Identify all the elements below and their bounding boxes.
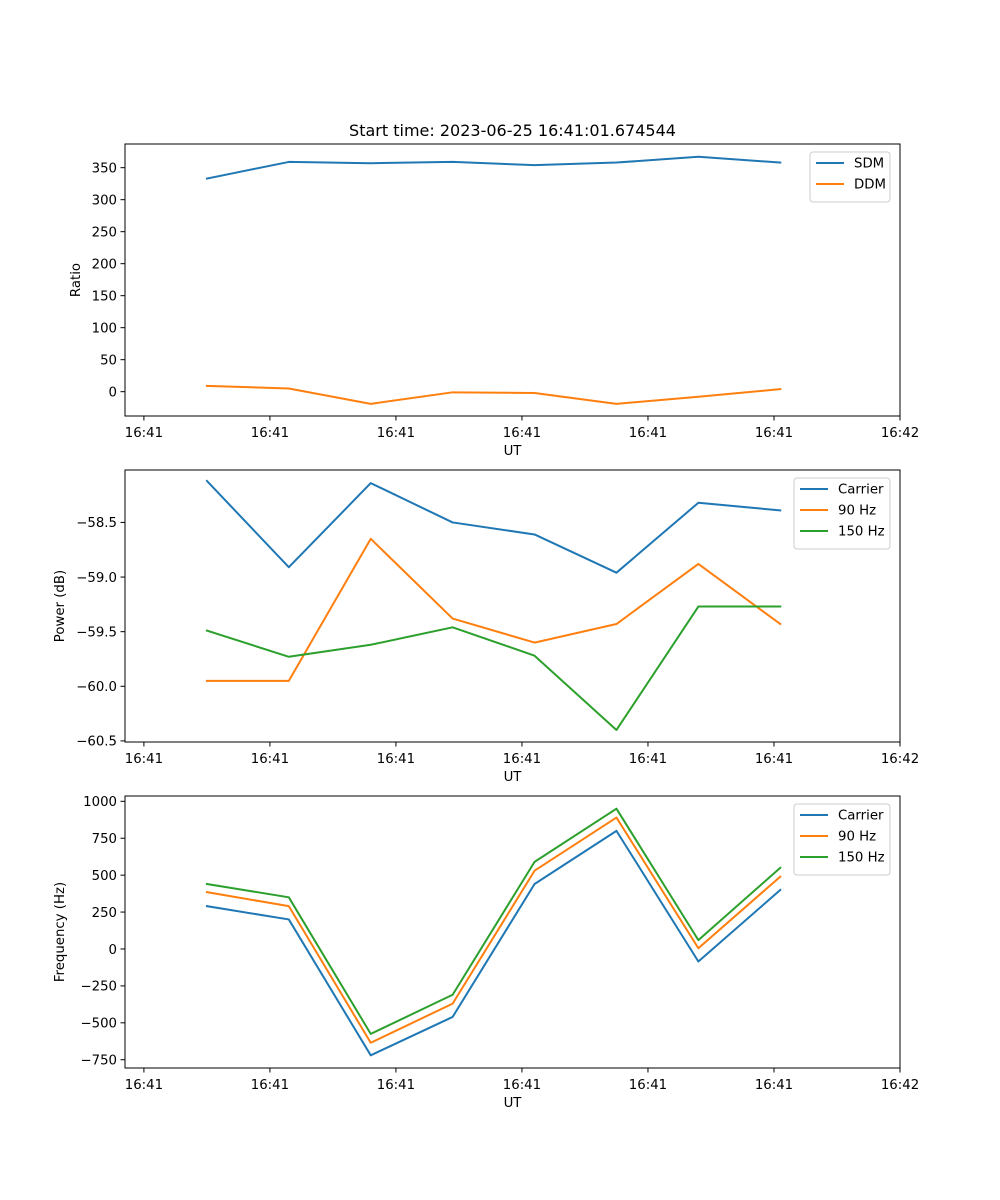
x-tick-label: 16:41 — [251, 426, 289, 441]
x-axis-label: UT — [504, 444, 523, 459]
legend-label: Carrier — [838, 483, 884, 498]
plot-frame — [124, 469, 901, 743]
series-line-sdm — [205, 155, 782, 180]
chart-panel-2: 16:41 16:41 16:41 16:41 16:41 16:41 16:42 −60.5… — [53, 469, 919, 785]
legend-label: 90 Hz — [838, 830, 876, 845]
x-tick-label: 16:42 — [881, 426, 919, 441]
series-line-carrier — [205, 829, 782, 1057]
y-tick-label: 300 — [92, 193, 117, 208]
x-tick-label: 16:42 — [881, 752, 919, 767]
y-tick-label: −58.5 — [76, 516, 117, 531]
y-axis-label: Power (dB) — [53, 570, 68, 642]
legend-label: 150 Hz — [838, 525, 885, 540]
legend-label: Carrier — [838, 809, 884, 824]
series-line-ddm — [205, 384, 782, 405]
x-tick-label: 16:41 — [755, 1078, 793, 1093]
x-tick-label: 16:41 — [629, 426, 667, 441]
y-axis-label: Ratio — [69, 263, 84, 297]
y-tick-label: −750 — [80, 1054, 117, 1069]
chart-panels: 16:41 16:41 16:41 16:41 16:41 16:41 16:42 0 50 10… — [53, 143, 919, 1111]
y-tick-label: 50 — [100, 353, 117, 368]
series-line-150-hz — [205, 807, 782, 1035]
figure-title: Start time: 2023-06-25 16:41:01.674544 — [349, 121, 676, 140]
x-tick-label: 16:41 — [377, 752, 415, 767]
x-tick-label: 16:41 — [251, 1078, 289, 1093]
chart-panel-1: 16:41 16:41 16:41 16:41 16:41 16:41 16:42 0 50 10… — [69, 143, 919, 459]
y-axis-label: Frequency (Hz) — [53, 882, 68, 982]
x-tick-label: 16:41 — [755, 426, 793, 441]
y-tick-label: −60.5 — [76, 735, 117, 750]
legend-label: DDM — [854, 178, 886, 193]
y-tick-label: −250 — [80, 980, 117, 995]
y-tick-label: 0 — [109, 943, 117, 958]
y-tick-label: −60.0 — [76, 680, 117, 695]
legend: Carrier 90 Hz 150 Hz — [793, 803, 891, 876]
y-tick-label: 200 — [92, 257, 117, 272]
y-tick-label: −59.0 — [76, 571, 117, 586]
legend-label: 150 Hz — [838, 851, 885, 866]
y-tick-label: −59.5 — [76, 625, 117, 640]
legend-label: 90 Hz — [838, 504, 876, 519]
series-line-carrier — [205, 479, 782, 574]
y-tick-label: −500 — [80, 1017, 117, 1032]
plot-frame — [124, 143, 901, 417]
y-tick-label: 150 — [92, 289, 117, 304]
series-line-90-hz — [205, 816, 782, 1044]
x-tick-label: 16:41 — [377, 426, 415, 441]
y-tick-label: 100 — [92, 321, 117, 336]
series-line-90-hz — [205, 537, 782, 682]
x-tick-label: 16:41 — [755, 752, 793, 767]
x-tick-label: 16:41 — [629, 1078, 667, 1093]
plot-frame — [124, 795, 901, 1069]
x-tick-label: 16:41 — [503, 1078, 541, 1093]
y-tick-label: 500 — [92, 869, 117, 884]
chart-panel-3: 16:41 16:41 16:41 16:41 16:41 16:41 16:42 −750 −… — [53, 795, 919, 1111]
x-tick-label: 16:42 — [881, 1078, 919, 1093]
x-tick-label: 16:41 — [251, 752, 289, 767]
legend: SDM DDM — [809, 151, 891, 203]
x-tick-label: 16:41 — [377, 1078, 415, 1093]
y-tick-label: 350 — [92, 161, 117, 176]
y-tick-label: 250 — [92, 225, 117, 240]
y-tick-label: 750 — [92, 832, 117, 847]
legend-label: SDM — [854, 157, 884, 172]
x-tick-label: 16:41 — [503, 752, 541, 767]
x-axis-label: UT — [504, 1096, 523, 1111]
legend: Carrier 90 Hz 150 Hz — [793, 477, 891, 550]
x-axis-label: UT — [504, 770, 523, 785]
x-tick-label: 16:41 — [629, 752, 667, 767]
x-tick-label: 16:41 — [125, 752, 163, 767]
y-tick-label: 0 — [109, 385, 117, 400]
y-tick-label: 1000 — [83, 795, 117, 810]
x-tick-label: 16:41 — [503, 426, 541, 441]
legend-box — [809, 151, 891, 203]
series-line-150-hz — [205, 605, 782, 731]
x-tick-label: 16:41 — [125, 1078, 163, 1093]
x-tick-label: 16:41 — [125, 426, 163, 441]
y-tick-label: 250 — [92, 906, 117, 921]
